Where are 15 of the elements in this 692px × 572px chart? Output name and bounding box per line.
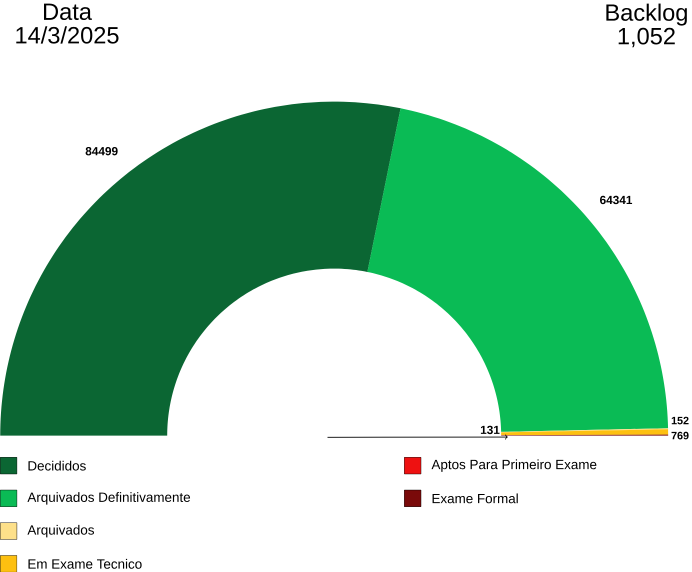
data-label: 131 [480,426,500,434]
data-label: 84499 [86,146,118,156]
data-label: 152 [672,416,689,424]
text: Backlog [606,3,687,26]
chart-title: Data [44,3,92,20]
chart-subtitle: 14/3/2025 [16,26,119,44]
legend-label: Aptos Para Primeiro Exame [432,459,596,472]
data-label: 769 [672,432,689,440]
legend-label: Arquivados [27,524,94,538]
legend-label: Exame Formal [432,493,518,504]
data-label: 64341 [600,196,632,204]
text: 1,052 [618,28,675,48]
legend-label: Decididos [28,460,86,470]
legend-label: Arquivados Definitivamente [27,492,190,504]
legend-label: Em Exame Tecnico [28,558,142,569]
